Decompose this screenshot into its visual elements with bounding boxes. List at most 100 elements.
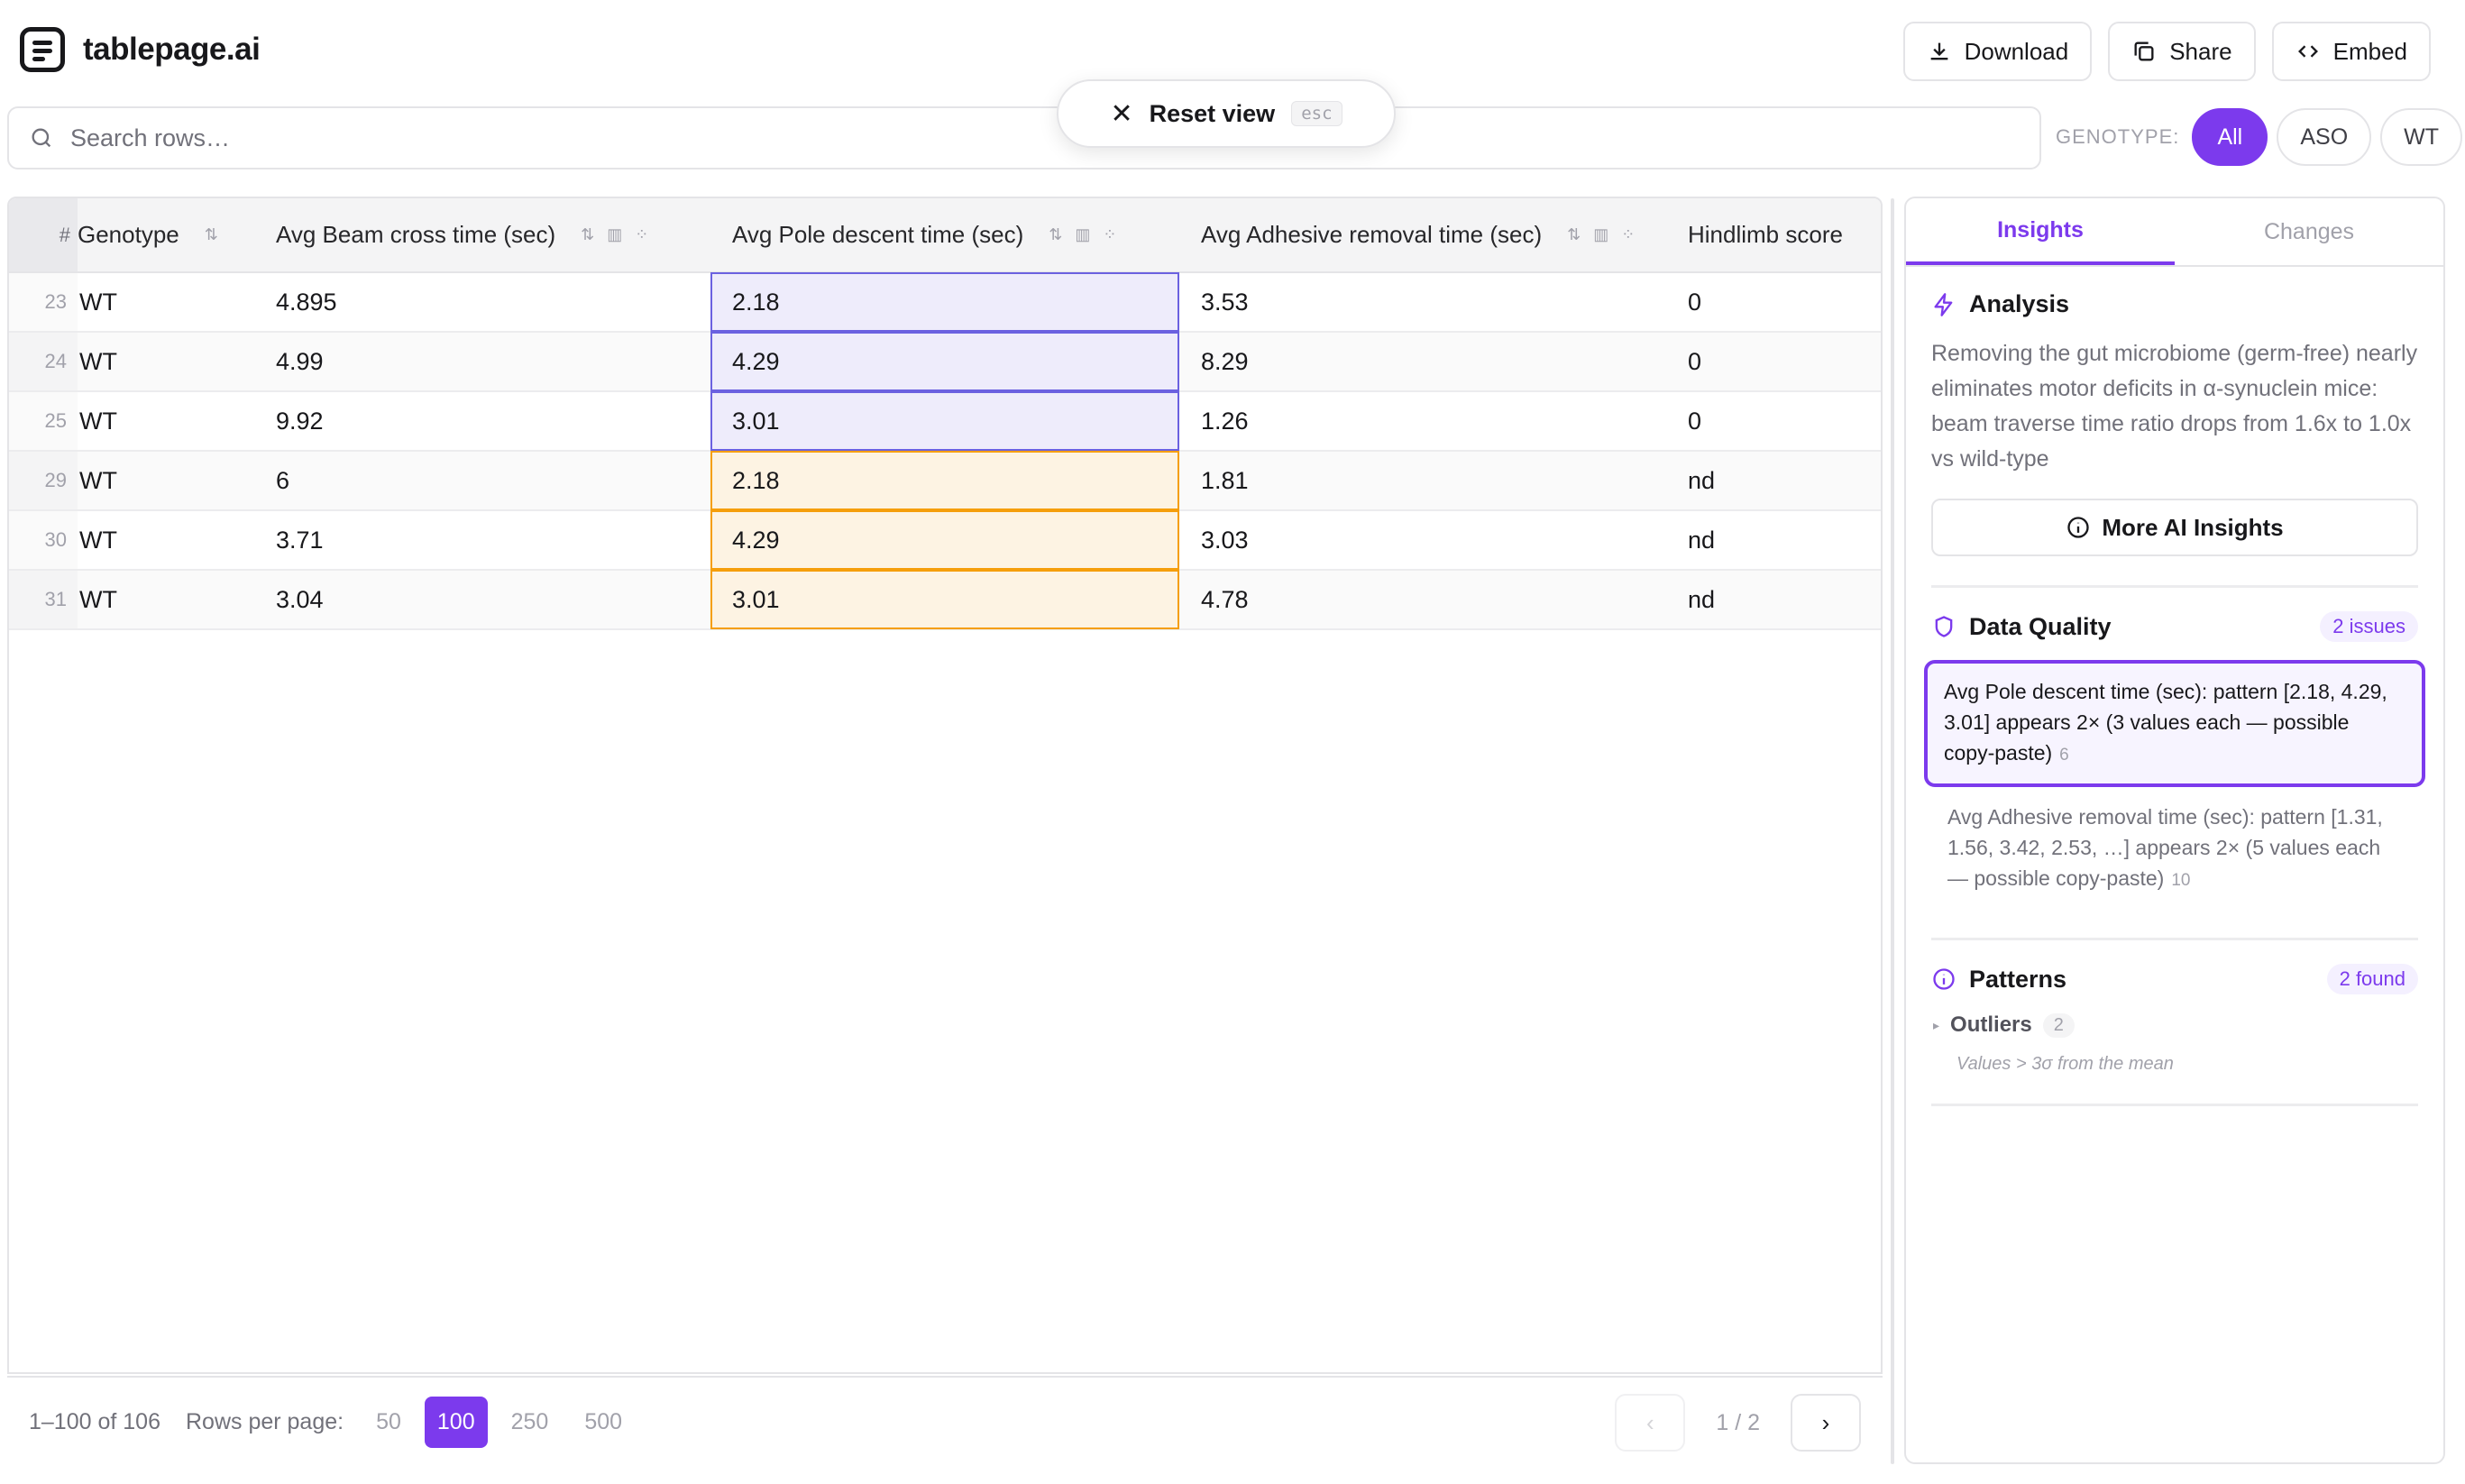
more-ai-insights-button[interactable]: More AI Insights — [1931, 499, 2418, 556]
cell-pole[interactable]: 3.01 — [710, 570, 1179, 630]
cell-beam[interactable]: 3.04 — [254, 570, 710, 630]
cell-genotype[interactable]: WT — [78, 332, 254, 392]
table-row[interactable]: 25 WT 9.92 3.01 1.26 0 — [9, 391, 1881, 452]
rows-per-page-label: Rows per page: — [185, 1408, 344, 1434]
rows-per-page-250[interactable]: 250 — [510, 1408, 549, 1434]
cell-genotype[interactable]: WT — [78, 391, 254, 452]
cell-genotype[interactable]: WT — [78, 510, 254, 571]
download-button[interactable]: Download — [1902, 22, 2093, 81]
cell-adhesive[interactable]: 1.26 — [1179, 391, 1666, 452]
scatter-icon[interactable]: ⁘ — [635, 225, 649, 243]
row-index: 30 — [9, 510, 78, 571]
quality-issue-item[interactable]: Avg Adhesive removal time (sec): pattern… — [1931, 787, 2418, 909]
table-row[interactable]: 24 WT 4.99 4.29 8.29 0 — [9, 332, 1881, 392]
table-row[interactable]: 30 WT 3.71 4.29 3.03 nd — [9, 510, 1881, 571]
esc-shortcut-badge: esc — [1291, 101, 1342, 126]
row-range: 1–100 of 106 — [29, 1408, 160, 1434]
rows-per-page-100[interactable]: 100 — [424, 1396, 488, 1448]
table-row[interactable]: 29 WT 6 2.18 1.81 nd — [9, 451, 1881, 511]
table-row[interactable]: 23 WT 4.895 2.18 3.53 0 — [9, 272, 1881, 333]
column-header-label: Avg Pole descent time (sec) — [732, 221, 1024, 248]
pattern-description: Values > 3σ from the mean — [1956, 1054, 2174, 1074]
patterns-count-badge: 2 found — [2326, 964, 2418, 994]
panel-tabs: Insights Changes — [1906, 198, 2443, 267]
cell-pole[interactable]: 4.29 — [710, 332, 1179, 392]
histogram-icon[interactable]: ▥ — [1593, 225, 1609, 243]
cell-genotype[interactable]: WT — [78, 570, 254, 630]
histogram-icon[interactable]: ▥ — [607, 225, 623, 243]
column-header-hindlimb[interactable]: Hindlimb score — [1666, 198, 1881, 273]
column-header-label: Avg Beam cross time (sec) — [276, 221, 556, 248]
genotype-chip-aso[interactable]: ASO — [2277, 108, 2372, 166]
embed-label: Embed — [2332, 37, 2407, 65]
search-input[interactable] — [70, 124, 1964, 152]
chevron-right-icon: ▸ — [1933, 1017, 1940, 1032]
cell-hindlimb[interactable]: 0 — [1666, 332, 1881, 392]
data-quality-title: Data Quality — [1969, 612, 2112, 640]
quality-issue-item[interactable]: Avg Pole descent time (sec): pattern [2.… — [1924, 660, 2425, 787]
column-header-beam[interactable]: Avg Beam cross time (sec) ⇅ ▥ ⁘ — [254, 198, 710, 273]
chevron-right-icon: › — [1821, 1408, 1830, 1436]
cell-beam[interactable]: 4.99 — [254, 332, 710, 392]
table-row[interactable]: 31 WT 3.04 3.01 4.78 nd — [9, 570, 1881, 630]
lightning-icon — [1934, 292, 1953, 316]
analysis-title: Analysis — [1969, 290, 2070, 317]
scatter-icon[interactable]: ⁘ — [1621, 225, 1636, 243]
tab-insights[interactable]: Insights — [1906, 198, 2175, 265]
cell-adhesive[interactable]: 1.81 — [1179, 451, 1666, 511]
rows-per-page-50[interactable]: 50 — [376, 1408, 401, 1434]
cell-pole[interactable]: 2.18 — [710, 272, 1179, 333]
column-header-adhesive[interactable]: Avg Adhesive removal time (sec) ⇅ ▥ ⁘ — [1179, 198, 1666, 273]
sort-icon[interactable]: ⇅ — [1049, 225, 1063, 243]
tab-changes[interactable]: Changes — [2263, 218, 2355, 244]
pager: ‹ 1 / 2 › — [1615, 1394, 1861, 1452]
genotype-filter-label: GENOTYPE: — [2056, 125, 2180, 148]
column-header-pole[interactable]: Avg Pole descent time (sec) ⇅ ▥ ⁘ — [710, 198, 1179, 273]
cell-hindlimb[interactable]: nd — [1666, 510, 1881, 571]
cell-adhesive[interactable]: 4.78 — [1179, 570, 1666, 630]
histogram-icon[interactable]: ▥ — [1075, 225, 1091, 243]
cell-hindlimb[interactable]: nd — [1666, 451, 1881, 511]
patterns-section: Patterns 2 found ▸ Outliers 2 Values > 3… — [1931, 940, 2418, 1106]
copy-icon — [2134, 41, 2154, 61]
cell-pole[interactable]: 2.18 — [710, 451, 1179, 511]
cell-genotype[interactable]: WT — [78, 272, 254, 333]
patterns-title: Patterns — [1969, 965, 2067, 993]
reset-view-button[interactable]: ✕ Reset view esc — [1057, 79, 1396, 148]
embed-button[interactable]: Embed — [2271, 22, 2431, 81]
cell-genotype[interactable]: WT — [78, 451, 254, 511]
share-button[interactable]: Share — [2108, 22, 2256, 81]
cell-adhesive[interactable]: 3.53 — [1179, 272, 1666, 333]
cell-beam[interactable]: 6 — [254, 451, 710, 511]
panel-resize-handle[interactable] — [1891, 198, 1894, 1464]
cell-pole[interactable]: 3.01 — [710, 391, 1179, 452]
cell-hindlimb[interactable]: 0 — [1666, 391, 1881, 452]
column-header-label: Avg Adhesive removal time (sec) — [1201, 221, 1543, 248]
close-icon: ✕ — [1110, 98, 1133, 129]
row-index: 31 — [9, 570, 78, 630]
share-label: Share — [2169, 37, 2232, 65]
genotype-chip-all[interactable]: All — [2192, 108, 2268, 166]
cell-adhesive[interactable]: 3.03 — [1179, 510, 1666, 571]
sort-icon[interactable]: ⇅ — [1567, 225, 1581, 243]
cell-hindlimb[interactable]: 0 — [1666, 272, 1881, 333]
brand[interactable]: tablepage.ai — [20, 27, 261, 72]
cell-hindlimb[interactable]: nd — [1666, 570, 1881, 630]
cell-adhesive[interactable]: 8.29 — [1179, 332, 1666, 392]
sort-icon[interactable]: ⇅ — [581, 225, 595, 243]
cell-beam[interactable]: 4.895 — [254, 272, 710, 333]
next-page-button[interactable]: › — [1791, 1394, 1861, 1452]
pattern-outliers[interactable]: ▸ Outliers 2 — [1933, 1012, 2418, 1038]
cell-pole[interactable]: 4.29 — [710, 510, 1179, 571]
genotype-chip-wt[interactable]: WT — [2380, 108, 2463, 166]
cell-beam[interactable]: 3.71 — [254, 510, 710, 571]
rows-per-page-500[interactable]: 500 — [584, 1408, 623, 1434]
sort-icon[interactable]: ⇅ — [204, 225, 218, 243]
search-bar — [7, 106, 2041, 169]
column-header-genotype[interactable]: Genotype ⇅ — [78, 198, 254, 273]
cell-beam[interactable]: 9.92 — [254, 391, 710, 452]
column-header-label: Hindlimb score — [1688, 221, 1843, 248]
table-header-row: # Genotype ⇅ Avg Beam cross time (sec) ⇅ ▥ ⁘… — [9, 198, 1881, 273]
prev-page-button[interactable]: ‹ — [1615, 1394, 1686, 1452]
scatter-icon[interactable]: ⁘ — [1103, 225, 1117, 243]
